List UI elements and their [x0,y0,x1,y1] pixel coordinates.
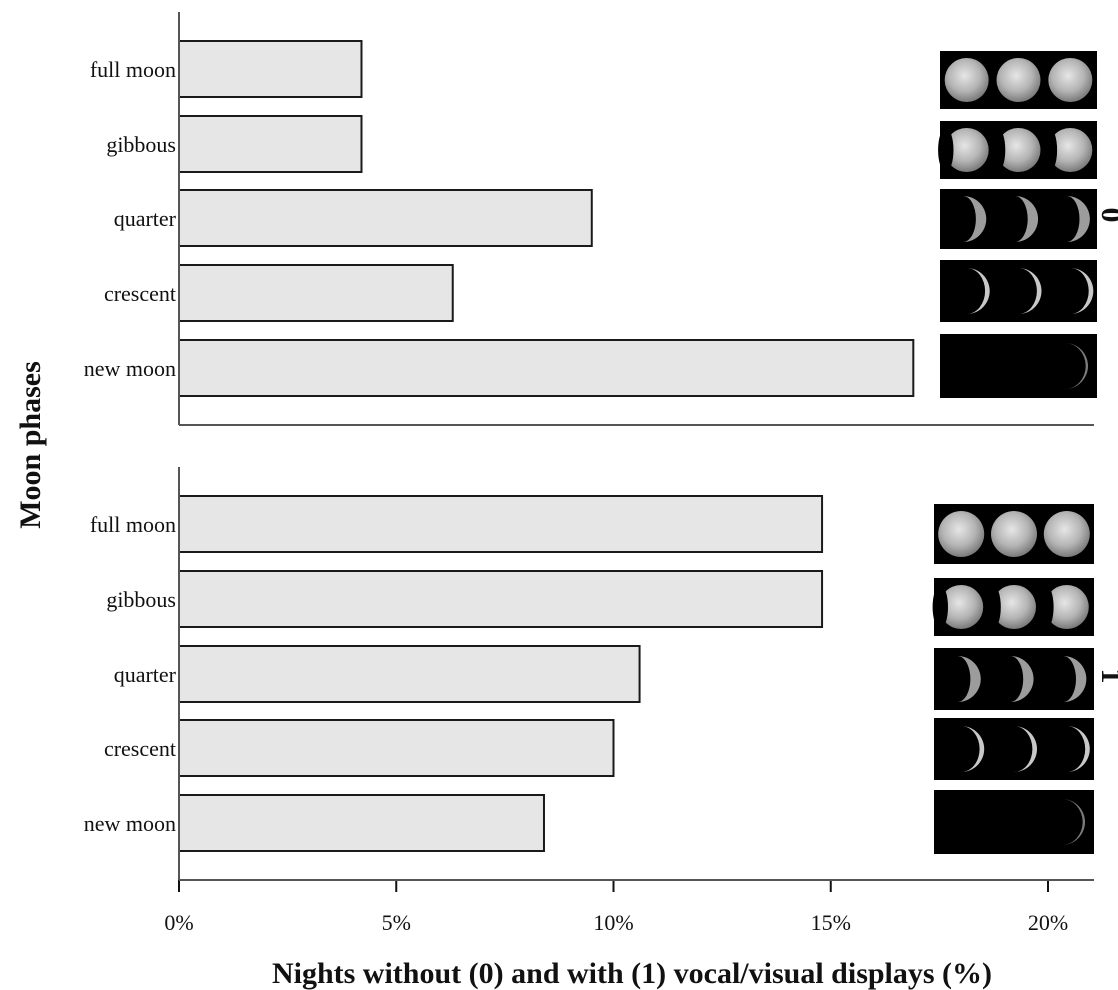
bar-full-moon-panel-1 [178,495,824,553]
x-tick-label: 0% [164,910,193,935]
moon-image-new [940,334,1097,398]
bar-full-moon-panel-0 [178,40,363,98]
category-label: gibbous [106,132,176,157]
moon-image-crescent [934,718,1094,780]
moon-image-new [934,790,1094,854]
labels-layer: full moon gibbous quarter crescent new moon 0… [84,57,1118,935]
category-label: quarter [114,206,177,231]
x-tick-label: 15% [811,910,851,935]
moon-image-gibbous [938,121,1097,179]
category-label: full moon [90,57,176,82]
bar-gibbous-panel-1 [178,570,824,628]
moon-image-quarter [940,189,1097,249]
x-axis-title: Nights without (0) and with (1) vocal/vi… [272,957,992,990]
bar-gibbous-panel-0 [178,115,363,173]
moon-image-full [934,504,1094,564]
category-label: crescent [104,736,176,761]
bar-quarter-panel-0 [178,189,593,247]
category-label: quarter [114,662,177,687]
bar-new-moon-panel-0 [178,339,915,397]
bar-new-moon-panel-1 [178,794,545,852]
category-label: full moon [90,512,176,537]
x-tick-label: 10% [593,910,633,935]
y-axis-title: Moon phases [14,361,47,529]
category-label: gibbous [106,587,176,612]
moon-image-quarter [934,648,1094,710]
x-tick-label: 20% [1028,910,1068,935]
x-tick-label: 5% [382,910,411,935]
bar-quarter-panel-1 [178,645,641,703]
panel-label: 1 [1095,669,1118,684]
axes-layer [178,12,1094,892]
moon-phase-images [932,51,1097,854]
moon-image-crescent [940,260,1097,322]
bars-layer [178,40,915,852]
moon-image-gibbous [932,578,1094,636]
bar-crescent-panel-1 [178,719,615,777]
category-label: new moon [84,811,176,836]
category-label: new moon [84,356,176,381]
moon-image-full [940,51,1097,109]
category-label: crescent [104,281,176,306]
panel-label: 0 [1095,208,1118,223]
bar-crescent-panel-0 [178,264,454,322]
